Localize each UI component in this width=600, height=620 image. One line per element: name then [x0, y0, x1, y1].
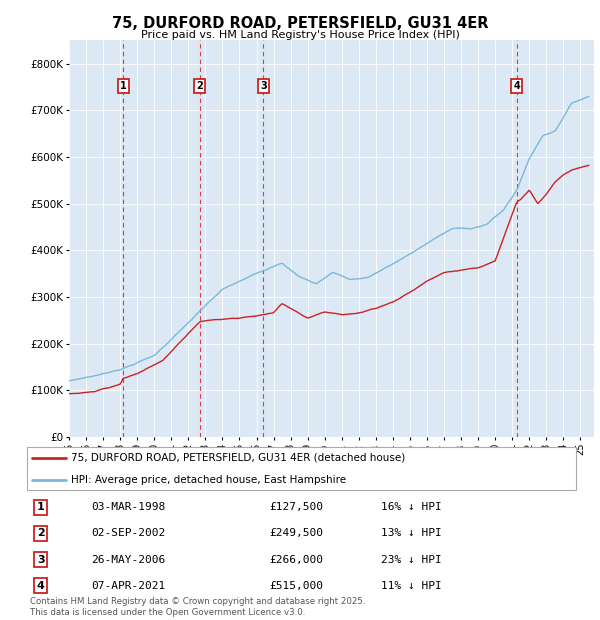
Text: 13% ↓ HPI: 13% ↓ HPI	[381, 528, 442, 539]
Text: 16% ↓ HPI: 16% ↓ HPI	[381, 502, 442, 513]
Text: Contains HM Land Registry data © Crown copyright and database right 2025.
This d: Contains HM Land Registry data © Crown c…	[30, 598, 365, 617]
Text: 02-SEP-2002: 02-SEP-2002	[91, 528, 165, 539]
Text: £249,500: £249,500	[269, 528, 323, 539]
Text: 03-MAR-1998: 03-MAR-1998	[91, 502, 165, 513]
Text: 2: 2	[196, 81, 203, 91]
Text: 3: 3	[37, 554, 44, 565]
Text: 4: 4	[37, 580, 44, 591]
Text: 1: 1	[119, 81, 127, 91]
Text: 07-APR-2021: 07-APR-2021	[91, 580, 165, 591]
Text: £515,000: £515,000	[269, 580, 323, 591]
FancyBboxPatch shape	[27, 447, 577, 490]
Text: 26-MAY-2006: 26-MAY-2006	[91, 554, 165, 565]
Text: 4: 4	[514, 81, 520, 91]
Text: 75, DURFORD ROAD, PETERSFIELD, GU31 4ER (detached house): 75, DURFORD ROAD, PETERSFIELD, GU31 4ER …	[71, 453, 406, 463]
Text: HPI: Average price, detached house, East Hampshire: HPI: Average price, detached house, East…	[71, 475, 347, 485]
Text: Price paid vs. HM Land Registry's House Price Index (HPI): Price paid vs. HM Land Registry's House …	[140, 30, 460, 40]
Text: £266,000: £266,000	[269, 554, 323, 565]
Text: 2: 2	[37, 528, 44, 539]
Text: 3: 3	[260, 81, 266, 91]
Text: 11% ↓ HPI: 11% ↓ HPI	[381, 580, 442, 591]
Text: 23% ↓ HPI: 23% ↓ HPI	[381, 554, 442, 565]
Text: 1: 1	[37, 502, 44, 513]
Text: 75, DURFORD ROAD, PETERSFIELD, GU31 4ER: 75, DURFORD ROAD, PETERSFIELD, GU31 4ER	[112, 16, 488, 30]
Text: £127,500: £127,500	[269, 502, 323, 513]
